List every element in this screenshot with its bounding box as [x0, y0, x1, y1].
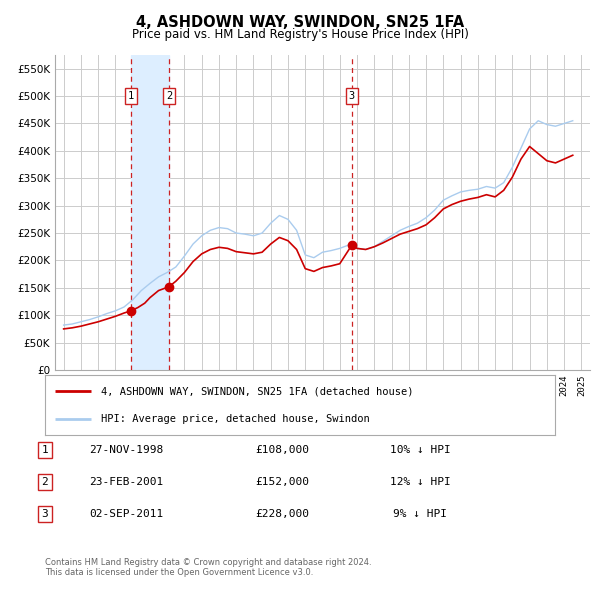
- Text: 4, ASHDOWN WAY, SWINDON, SN25 1FA: 4, ASHDOWN WAY, SWINDON, SN25 1FA: [136, 15, 464, 30]
- Text: 12% ↓ HPI: 12% ↓ HPI: [389, 477, 451, 487]
- Text: Price paid vs. HM Land Registry's House Price Index (HPI): Price paid vs. HM Land Registry's House …: [131, 28, 469, 41]
- Text: 1: 1: [128, 91, 134, 101]
- Text: 27-NOV-1998: 27-NOV-1998: [89, 445, 163, 455]
- Text: £228,000: £228,000: [255, 509, 309, 519]
- Text: 02-SEP-2011: 02-SEP-2011: [89, 509, 163, 519]
- Text: 4, ASHDOWN WAY, SWINDON, SN25 1FA (detached house): 4, ASHDOWN WAY, SWINDON, SN25 1FA (detac…: [101, 386, 413, 396]
- Text: 2: 2: [41, 477, 49, 487]
- Text: HPI: Average price, detached house, Swindon: HPI: Average price, detached house, Swin…: [101, 414, 370, 424]
- Text: Contains HM Land Registry data © Crown copyright and database right 2024.
This d: Contains HM Land Registry data © Crown c…: [45, 558, 371, 577]
- Text: 10% ↓ HPI: 10% ↓ HPI: [389, 445, 451, 455]
- Bar: [131, 55, 169, 370]
- Text: £108,000: £108,000: [255, 445, 309, 455]
- Text: 3: 3: [349, 91, 355, 101]
- Text: 23-FEB-2001: 23-FEB-2001: [89, 477, 163, 487]
- Text: £152,000: £152,000: [255, 477, 309, 487]
- Text: 3: 3: [41, 509, 49, 519]
- Text: 9% ↓ HPI: 9% ↓ HPI: [393, 509, 447, 519]
- Text: 2: 2: [166, 91, 172, 101]
- Text: 1: 1: [41, 445, 49, 455]
